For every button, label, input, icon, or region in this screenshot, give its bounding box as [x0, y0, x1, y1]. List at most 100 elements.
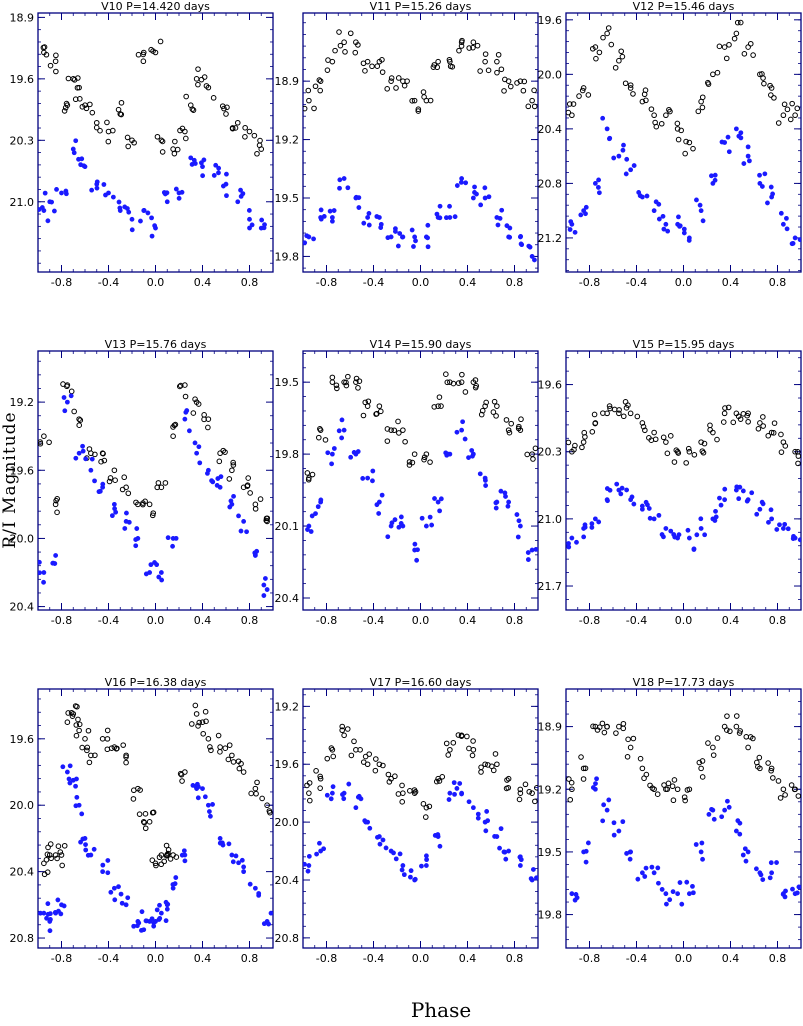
r-band-point	[374, 63, 381, 69]
r-band-point	[200, 730, 207, 737]
r-band-point	[163, 842, 170, 849]
i-band-point	[585, 840, 591, 846]
i-band-point	[68, 393, 74, 399]
r-band-point	[472, 377, 479, 383]
r-band-point	[353, 379, 359, 385]
r-band-point	[699, 104, 706, 111]
r-band-point	[674, 120, 681, 127]
i-band-point	[238, 528, 244, 534]
y-tick-label: 20.0	[10, 532, 35, 545]
i-band-point	[593, 781, 598, 787]
i-band-point	[737, 831, 743, 837]
i-band-point	[697, 202, 703, 208]
r-band-point	[791, 786, 798, 793]
x-tick-label: 0.4	[722, 614, 740, 627]
i-band-point	[712, 172, 718, 178]
i-band-point	[45, 218, 51, 224]
i-band-point	[623, 171, 629, 177]
i-band-point	[596, 190, 602, 196]
r-band-point	[529, 790, 535, 796]
i-band-point	[516, 518, 522, 524]
r-band-point	[660, 434, 667, 441]
r-band-point	[736, 730, 743, 736]
r-band-point	[581, 429, 588, 436]
i-band-point	[309, 513, 315, 519]
i-band-point	[228, 498, 234, 504]
i-band-point	[229, 852, 235, 858]
i-band-point	[129, 227, 135, 233]
i-band-point	[643, 499, 649, 505]
i-band-point	[700, 856, 705, 862]
r-band-point	[347, 30, 354, 37]
r-band-point	[384, 86, 390, 92]
r-band-point	[341, 39, 347, 46]
i-band-point	[341, 176, 347, 181]
r-band-point	[698, 439, 704, 445]
i-band-point	[138, 218, 143, 224]
x-tick-label: 0.0	[412, 276, 430, 289]
i-band-point	[425, 222, 431, 228]
r-band-point	[73, 732, 80, 739]
i-band-point	[770, 191, 775, 197]
r-band-point	[141, 819, 148, 826]
i-band-point	[340, 792, 345, 797]
r-band-point	[379, 56, 385, 63]
i-band-point	[738, 130, 744, 136]
i-band-point	[182, 858, 188, 864]
i-band-point	[220, 183, 226, 189]
i-band-point	[503, 494, 508, 499]
x-tick-label: -0.4	[626, 276, 647, 289]
r-band-point	[59, 862, 65, 869]
r-band-point	[208, 747, 214, 754]
r-band-point	[427, 97, 434, 104]
r-band-point	[570, 101, 577, 107]
r-band-point	[723, 727, 730, 733]
i-band-point	[569, 535, 575, 541]
i-band-point	[241, 864, 247, 870]
i-band-point	[425, 235, 430, 241]
r-band-point	[446, 56, 453, 63]
i-band-point	[266, 921, 271, 927]
i-band-point	[677, 223, 682, 229]
i-band-point	[583, 859, 589, 865]
i-band-point	[156, 574, 162, 580]
i-band-point	[474, 191, 479, 197]
r-band-point	[183, 135, 189, 142]
r-band-point	[257, 137, 263, 144]
i-band-point	[231, 493, 236, 499]
i-band-point	[737, 484, 743, 490]
i-band-point	[592, 516, 598, 522]
i-band-point	[80, 448, 86, 454]
i-band-point	[329, 451, 335, 457]
r-band-point	[529, 97, 535, 104]
i-band-point	[470, 453, 475, 459]
r-band-point	[780, 112, 787, 119]
i-band-point	[311, 236, 316, 242]
r-band-point	[254, 150, 260, 157]
i-band-point	[594, 776, 599, 782]
i-band-point	[412, 234, 418, 240]
i-band-point	[458, 179, 464, 185]
r-band-point	[630, 735, 637, 742]
r-band-point	[426, 803, 433, 810]
i-band-point	[38, 910, 43, 916]
y-tick-label: 19.2	[538, 783, 563, 796]
r-band-point	[220, 447, 227, 454]
i-band-point	[196, 784, 201, 790]
y-tick-label: 21.0	[538, 513, 563, 526]
i-band-point	[48, 917, 53, 922]
i-band-point	[74, 776, 79, 782]
r-band-point	[76, 422, 83, 429]
i-band-point	[126, 519, 132, 525]
i-band-point	[363, 819, 369, 825]
r-band-point	[795, 453, 801, 459]
x-tick-label: -0.8	[316, 952, 337, 965]
r-band-point	[315, 434, 322, 441]
r-band-point	[627, 85, 634, 91]
y-tick-label: 19.2	[275, 700, 300, 713]
y-tick-label: 19.5	[538, 846, 563, 859]
i-band-point	[100, 869, 106, 875]
i-band-point	[495, 222, 501, 228]
r-band-point	[525, 103, 532, 110]
r-band-point	[259, 795, 265, 802]
